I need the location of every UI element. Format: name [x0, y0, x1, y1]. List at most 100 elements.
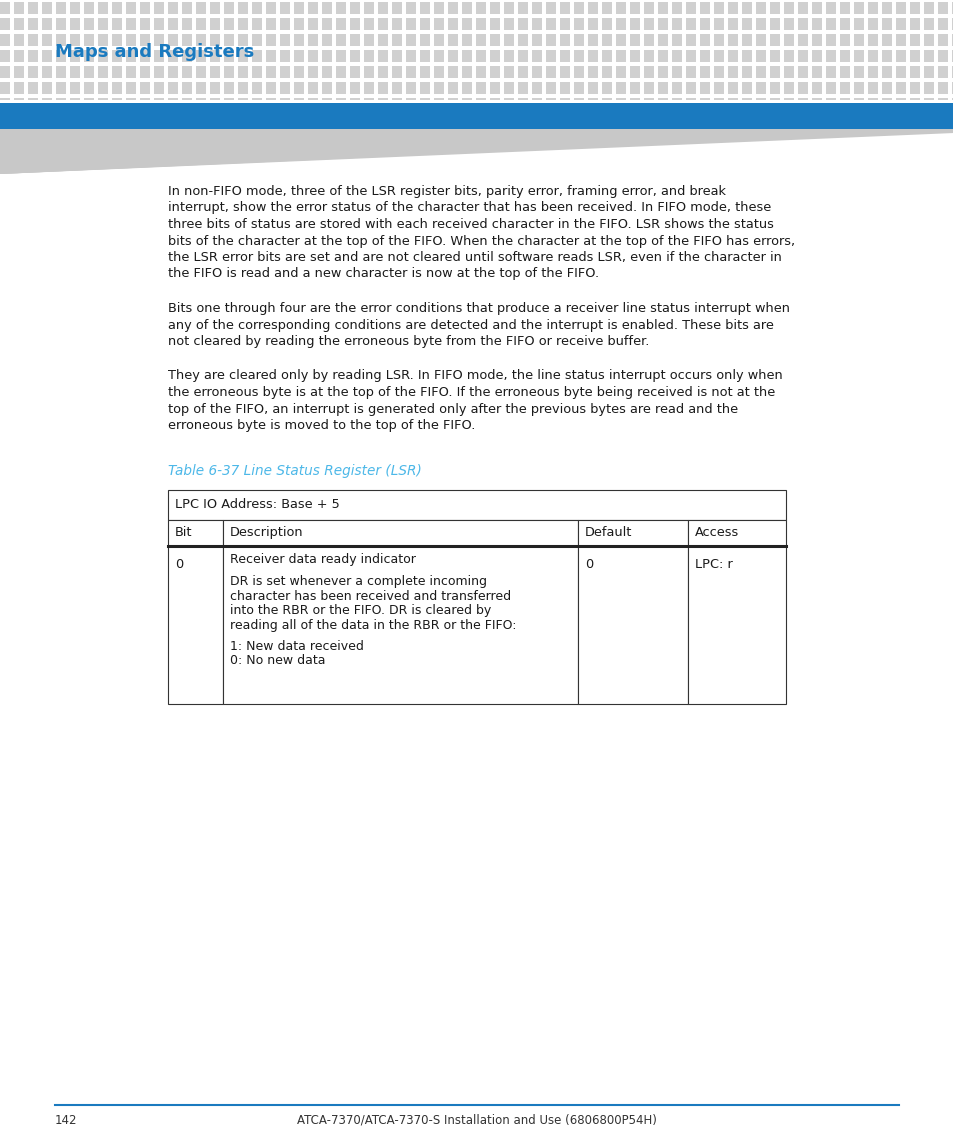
- Bar: [853, 98, 863, 100]
- Bar: [153, 34, 164, 46]
- Bar: [937, 18, 947, 30]
- Bar: [545, 34, 556, 46]
- Bar: [434, 66, 443, 78]
- Bar: [587, 82, 598, 94]
- Bar: [224, 2, 233, 14]
- Bar: [825, 2, 835, 14]
- Bar: [755, 18, 765, 30]
- Bar: [140, 34, 150, 46]
- Text: Description: Description: [230, 526, 303, 539]
- Polygon shape: [0, 129, 953, 174]
- Bar: [811, 2, 821, 14]
- Bar: [237, 50, 248, 62]
- Bar: [476, 2, 485, 14]
- Bar: [419, 18, 430, 30]
- Bar: [210, 66, 220, 78]
- Bar: [545, 66, 556, 78]
- Bar: [406, 82, 416, 94]
- Bar: [448, 98, 457, 100]
- Bar: [182, 66, 192, 78]
- Bar: [545, 50, 556, 62]
- Bar: [643, 34, 654, 46]
- Bar: [210, 18, 220, 30]
- Bar: [545, 98, 556, 100]
- Bar: [811, 34, 821, 46]
- Text: LPC IO Address: Base + 5: LPC IO Address: Base + 5: [174, 498, 339, 511]
- Bar: [532, 50, 541, 62]
- Text: 142: 142: [55, 1113, 77, 1127]
- Bar: [322, 18, 332, 30]
- Bar: [923, 50, 933, 62]
- Bar: [280, 82, 290, 94]
- Bar: [70, 2, 80, 14]
- Bar: [503, 50, 514, 62]
- Bar: [882, 18, 891, 30]
- Bar: [741, 50, 751, 62]
- Bar: [951, 50, 953, 62]
- Bar: [168, 520, 223, 545]
- Bar: [895, 50, 905, 62]
- Bar: [322, 2, 332, 14]
- Bar: [476, 18, 485, 30]
- Bar: [112, 2, 122, 14]
- Bar: [195, 50, 206, 62]
- Text: interrupt, show the error status of the character that has been received. In FIF: interrupt, show the error status of the …: [168, 202, 770, 214]
- Bar: [322, 98, 332, 100]
- Bar: [434, 82, 443, 94]
- Bar: [112, 82, 122, 94]
- Bar: [755, 2, 765, 14]
- Bar: [658, 34, 667, 46]
- Bar: [168, 82, 178, 94]
- Bar: [797, 98, 807, 100]
- Bar: [322, 82, 332, 94]
- Bar: [126, 66, 136, 78]
- Bar: [195, 18, 206, 30]
- Bar: [601, 18, 612, 30]
- Bar: [727, 34, 738, 46]
- Bar: [867, 2, 877, 14]
- Bar: [28, 34, 38, 46]
- Bar: [28, 50, 38, 62]
- Bar: [700, 50, 709, 62]
- Bar: [532, 98, 541, 100]
- Bar: [56, 66, 66, 78]
- Bar: [0, 50, 10, 62]
- Bar: [28, 66, 38, 78]
- Bar: [503, 66, 514, 78]
- Bar: [448, 66, 457, 78]
- Bar: [685, 34, 696, 46]
- Bar: [0, 98, 10, 100]
- Bar: [755, 34, 765, 46]
- Bar: [867, 50, 877, 62]
- Bar: [601, 82, 612, 94]
- Text: 0: No new data: 0: No new data: [230, 655, 325, 668]
- Bar: [280, 66, 290, 78]
- Bar: [476, 34, 485, 46]
- Bar: [308, 82, 317, 94]
- Bar: [825, 82, 835, 94]
- Bar: [853, 50, 863, 62]
- Bar: [364, 2, 374, 14]
- Bar: [700, 66, 709, 78]
- Bar: [517, 50, 527, 62]
- Bar: [574, 50, 583, 62]
- Bar: [559, 66, 569, 78]
- Bar: [266, 34, 275, 46]
- Bar: [658, 82, 667, 94]
- Bar: [98, 34, 108, 46]
- Bar: [392, 34, 401, 46]
- Bar: [70, 34, 80, 46]
- Bar: [574, 98, 583, 100]
- Text: bits of the character at the top of the FIFO. When the character at the top of t: bits of the character at the top of the …: [168, 235, 794, 247]
- Bar: [224, 66, 233, 78]
- Bar: [840, 82, 849, 94]
- Bar: [895, 18, 905, 30]
- Bar: [195, 82, 206, 94]
- Bar: [937, 82, 947, 94]
- Bar: [783, 82, 793, 94]
- Bar: [350, 34, 359, 46]
- Bar: [853, 2, 863, 14]
- Bar: [658, 2, 667, 14]
- Text: 1: New data received: 1: New data received: [230, 640, 363, 653]
- Bar: [671, 18, 681, 30]
